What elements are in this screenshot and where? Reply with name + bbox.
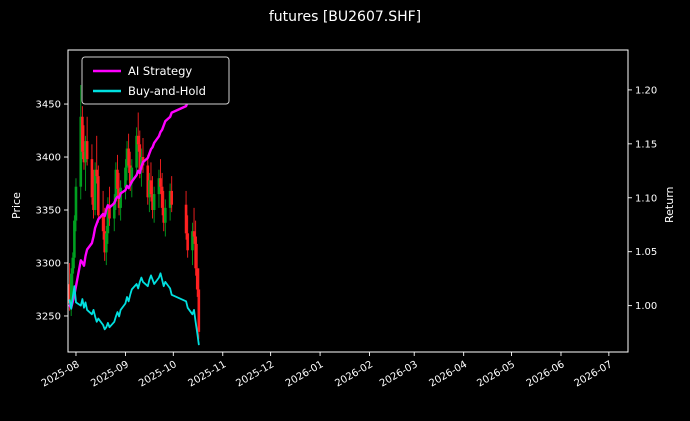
candle-body: [157, 178, 161, 195]
y-tick-label-return: 1.15: [635, 139, 657, 150]
x-tick-label: 2025-09: [89, 359, 131, 389]
candle-body: [138, 144, 142, 170]
x-tick-label: 2025-11: [187, 359, 229, 389]
legend-entry: Buy-and-Hold: [93, 84, 206, 98]
candle-body: [130, 167, 134, 184]
candle-body: [68, 284, 71, 304]
candle-body: [101, 215, 105, 232]
candle-body: [151, 194, 154, 211]
candle-body: [82, 151, 86, 163]
y-axis-left-ticks: 3250 3300 3350 3400 3450: [36, 100, 68, 322]
candle-body: [192, 231, 196, 237]
candle-body: [191, 231, 194, 251]
candle-body: [74, 186, 78, 221]
candle-body: [127, 148, 130, 166]
candle-body: [136, 135, 140, 145]
legend-label: Buy-and-Hold: [128, 84, 206, 98]
x-tick-label: 2026-07: [573, 359, 615, 389]
candle-body: [164, 207, 167, 223]
x-tick-label: 2026-03: [378, 359, 420, 389]
y-tick-label-price: 3300: [36, 258, 61, 269]
y-tick-label-price: 3400: [36, 153, 61, 164]
candle-body: [81, 116, 84, 152]
plot-border: [67, 49, 629, 353]
candle-body: [119, 187, 122, 208]
candle-body: [135, 135, 138, 168]
legend-label: AI Strategy: [128, 64, 192, 78]
x-tick-label: 2025-08: [40, 359, 82, 389]
y-tick-label-price: 3450: [36, 100, 61, 111]
x-tick-label: 2025-10: [137, 359, 179, 389]
candle-body: [197, 289, 201, 332]
x-tick-label: 2026-02: [333, 359, 375, 389]
candle-body: [162, 207, 166, 223]
y-tick-label-return: 1.00: [635, 301, 657, 312]
candle-body: [108, 204, 111, 219]
candle-body: [84, 141, 87, 163]
legend-entry: AI Strategy: [93, 64, 192, 78]
candlesticks: [68, 84, 201, 340]
legend: AI Strategy Buy-and-Hold: [81, 56, 230, 105]
y-tick-label-return: 1.05: [635, 247, 657, 258]
candle-body: [184, 204, 188, 234]
candle-body: [170, 190, 174, 205]
x-tick-label: 2025-12: [234, 359, 276, 389]
candle-body: [160, 186, 164, 208]
candle-body: [114, 169, 118, 202]
x-tick-label: 2026-01: [284, 359, 326, 389]
x-tick-label: 2026-05: [475, 359, 517, 389]
candle-body: [148, 180, 151, 198]
candle-body: [103, 231, 106, 253]
candle-body: [93, 169, 97, 211]
candle-body: [112, 201, 116, 219]
candle-body: [73, 220, 76, 258]
candle-body: [85, 141, 89, 160]
candle-body: [168, 190, 172, 208]
candle-body: [79, 116, 83, 187]
y-tick-label-return: 1.20: [635, 85, 657, 96]
y-axis-right-ticks: 1.00 1.05 1.10 1.15 1.20: [628, 85, 657, 312]
y-tick-label-price: 3250: [36, 311, 61, 322]
candle-body: [124, 167, 127, 188]
candle-body: [125, 148, 129, 168]
candle-body: [71, 257, 75, 274]
candle-body: [186, 233, 189, 251]
candle-body: [92, 197, 95, 211]
x-tick-label: 2026-06: [525, 359, 567, 389]
y-axis-label-return: Return: [663, 186, 676, 223]
candle-body: [149, 180, 153, 195]
candle-body: [128, 165, 132, 184]
candle-body: [146, 165, 150, 198]
candle-body: [106, 204, 110, 234]
candle-body: [195, 268, 199, 290]
candle-body: [152, 194, 156, 211]
candle-body: [116, 169, 119, 189]
candle-body: [90, 159, 94, 198]
chart-title: futures [BU2607.SHF]: [268, 9, 422, 25]
y-tick-label-return: 1.10: [635, 193, 657, 204]
buy-and-hold-line: [68, 272, 200, 346]
candle-body: [159, 178, 162, 187]
candle-body: [104, 233, 108, 253]
x-axis-ticks: 2025-08 2025-09 2025-10 2025-11 2025-12 2026-…: [40, 352, 615, 389]
y-tick-label-price: 3350: [36, 206, 61, 217]
candle-body: [97, 176, 100, 216]
candle-body: [69, 273, 73, 304]
candle-body: [194, 236, 197, 269]
ai-strategy-line: [68, 73, 201, 309]
y-axis-label-price: Price: [10, 192, 23, 219]
x-tick-label: 2026-04: [427, 359, 469, 389]
candle-body: [95, 169, 99, 177]
